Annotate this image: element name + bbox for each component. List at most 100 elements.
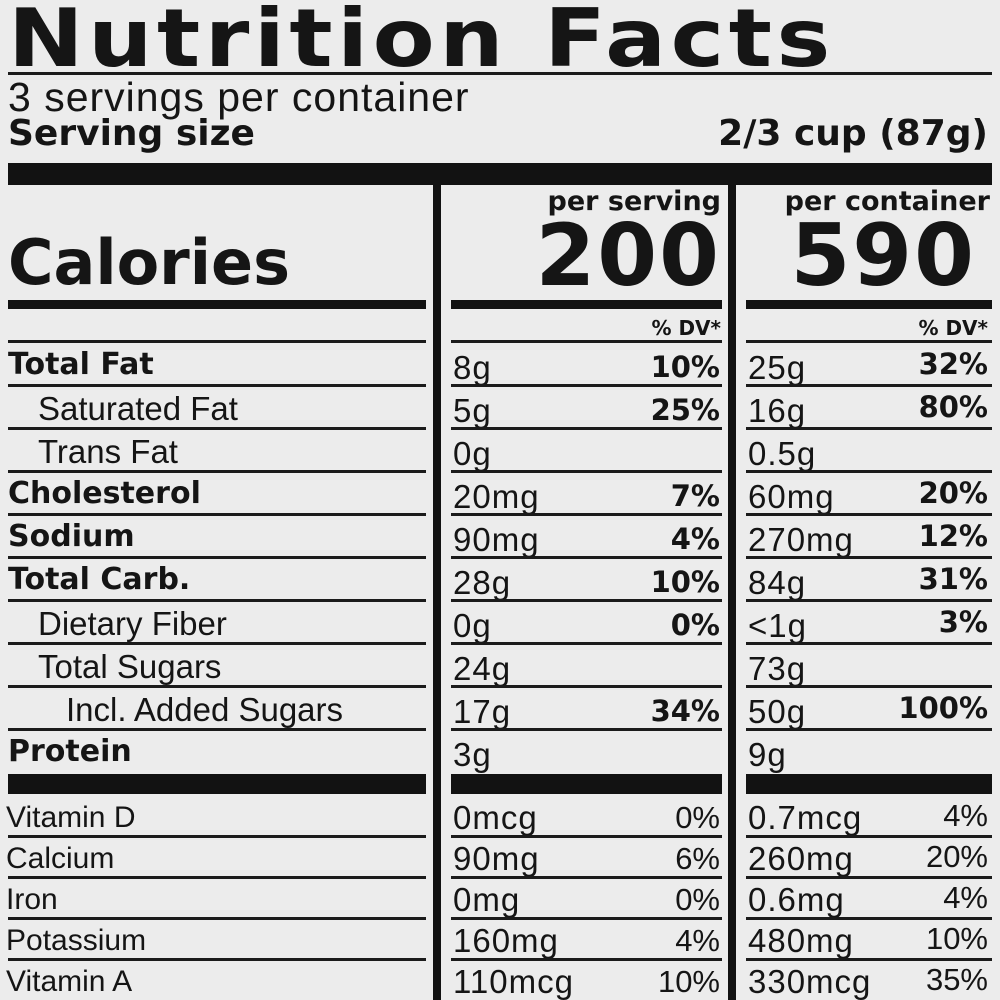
serving-size-value: 2/3 cup (87g) [718, 113, 988, 154]
serving-dv: 4% [670, 522, 720, 556]
row-divider [8, 427, 426, 430]
row-divider [451, 958, 722, 961]
container-amount: 9g [748, 736, 787, 773]
calories-bar-left [8, 300, 426, 309]
calories-label: Calories [8, 226, 290, 299]
container-amount: 60mg [748, 478, 835, 515]
nutrient-name: Trans Fat [38, 433, 178, 470]
row-divider [746, 340, 992, 343]
row-divider [451, 685, 722, 688]
serving-amount: 20mg [453, 478, 540, 515]
row-divider [746, 470, 992, 473]
row-divider [8, 642, 426, 645]
container-amount: 73g [748, 650, 807, 687]
nutrient-name: Incl. Added Sugars [66, 691, 344, 728]
serving-dv: 25% [650, 393, 720, 427]
serving-amount: 8g [453, 349, 492, 386]
vitamin-serving-amount: 0mg [453, 881, 521, 918]
vitamin-bar-right [746, 774, 992, 794]
vitamin-container-amount: 0.6mg [748, 881, 845, 918]
row-divider [451, 835, 722, 838]
nutrient-name: Sodium [8, 519, 135, 554]
vitamin-serving-dv: 6% [675, 841, 720, 876]
vitamin-serving-amount: 90mg [453, 840, 540, 877]
row-divider [451, 599, 722, 602]
container-dv: 80% [918, 390, 988, 424]
container-dv: 3% [938, 605, 988, 639]
vitamin-name: Potassium [6, 924, 147, 957]
serving-dv: 10% [650, 565, 720, 599]
row-divider [8, 384, 426, 387]
row-divider [451, 728, 722, 731]
vitamin-container-dv: 20% [925, 839, 988, 874]
row-divider [746, 513, 992, 516]
row-divider [451, 876, 722, 879]
calories-bar-mid [451, 300, 722, 309]
nutrient-name: Saturated Fat [38, 390, 238, 427]
vitamin-serving-dv: 0% [675, 882, 720, 917]
container-amount: 270mg [748, 521, 854, 558]
serving-dv: 34% [650, 694, 720, 728]
vitamin-bar-left [8, 774, 426, 794]
vitamin-container-dv: 10% [925, 921, 988, 956]
row-divider [746, 958, 992, 961]
serving-amount: 24g [453, 650, 512, 687]
vitamin-serving-amount: 110mcg [453, 963, 574, 1000]
dv-header-container: % DV* [918, 316, 988, 340]
container-dv: 31% [918, 562, 988, 596]
vitamin-container-amount: 480mg [748, 922, 854, 959]
container-dv: 12% [918, 519, 988, 553]
row-divider [8, 876, 426, 879]
serving-dv: 0% [670, 608, 720, 642]
nutrient-name: Total Sugars [38, 648, 222, 685]
container-amount: 0.5g [748, 435, 817, 472]
container-amount: 50g [748, 693, 807, 730]
vitamin-name: Vitamin D [6, 801, 136, 834]
calories-per-serving: 200 [535, 206, 721, 306]
serving-amount: 3g [453, 736, 492, 773]
row-divider [8, 917, 426, 920]
row-divider [8, 958, 426, 961]
serving-dv: 10% [650, 350, 720, 384]
serving-amount: 5g [453, 392, 492, 429]
vitamin-container-dv: 4% [943, 880, 988, 915]
serving-amount: 17g [453, 693, 512, 730]
row-divider [746, 835, 992, 838]
serving-amount: 0g [453, 607, 492, 644]
vitamin-container-dv: 4% [943, 798, 988, 833]
row-divider [451, 340, 722, 343]
dv-header-serving: % DV* [651, 316, 721, 340]
label-title: Nutrition Facts [8, 0, 835, 85]
calories-bar-right [746, 300, 992, 309]
container-dv: 100% [898, 691, 988, 725]
vitamin-container-amount: 330mcg [748, 963, 872, 1000]
serving-amount: 90mg [453, 521, 540, 558]
serving-amount: 0g [453, 435, 492, 472]
vitamin-serving-dv: 4% [675, 923, 720, 958]
row-divider [746, 728, 992, 731]
row-divider [451, 427, 722, 430]
per-serving-header: per serving [547, 186, 721, 217]
row-divider [746, 556, 992, 559]
vitamin-name: Iron [6, 883, 58, 916]
calories-per-container: 590 [790, 206, 976, 306]
vitamin-container-amount: 260mg [748, 840, 854, 877]
row-divider [8, 599, 426, 602]
row-divider [8, 513, 426, 516]
row-divider [451, 470, 722, 473]
serving-dv: 7% [670, 479, 720, 513]
container-amount: 25g [748, 349, 807, 386]
container-amount: <1g [748, 607, 807, 644]
row-divider [746, 876, 992, 879]
row-divider [451, 556, 722, 559]
container-dv: 20% [918, 476, 988, 510]
vitamin-container-dv: 35% [925, 962, 988, 997]
vitamin-name: Vitamin A [6, 965, 133, 998]
row-divider [746, 427, 992, 430]
nutrient-name: Dietary Fiber [38, 605, 227, 642]
row-divider [8, 340, 426, 343]
container-dv: 32% [918, 347, 988, 381]
servings-per-container: 3 servings per container [8, 74, 470, 120]
nutrient-name: Total Carb. [8, 562, 191, 597]
title-divider [8, 72, 992, 75]
